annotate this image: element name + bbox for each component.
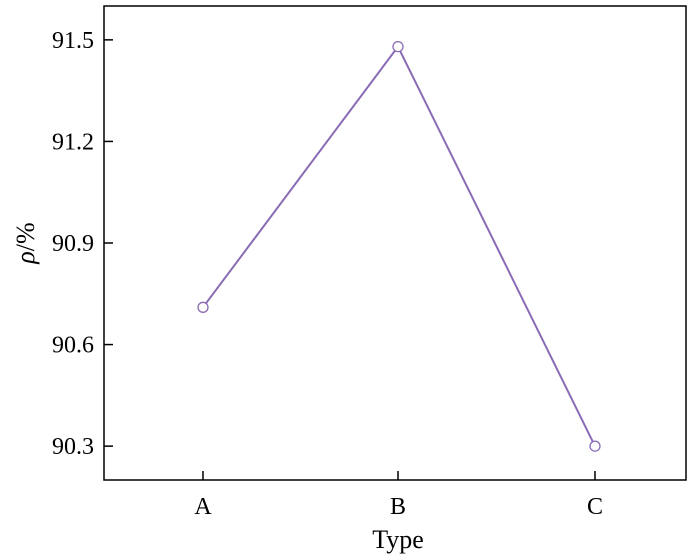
data-point bbox=[197, 301, 209, 313]
y-tick-label: 91.5 bbox=[52, 28, 94, 54]
series-layer bbox=[197, 40, 601, 452]
data-point bbox=[392, 40, 404, 53]
plot-frame bbox=[103, 5, 687, 481]
x-tick-label: C bbox=[587, 494, 603, 520]
x-axis-title: Type bbox=[372, 525, 424, 554]
y-axis-symbol: ρ bbox=[11, 251, 40, 264]
y-tick-label: 90.9 bbox=[52, 231, 94, 257]
x-tick-label: A bbox=[194, 494, 212, 520]
y-axis-ticks: 90.3 90.6 90.9 91.2 91.5 bbox=[52, 28, 113, 460]
x-axis-ticks: A B C bbox=[194, 471, 603, 520]
y-axis-title: ρ/% bbox=[11, 222, 40, 264]
x-tick-label: B bbox=[390, 494, 406, 520]
y-tick-label: 90.3 bbox=[52, 434, 94, 460]
y-tick-label: 91.2 bbox=[52, 129, 94, 155]
y-tick-label: 90.6 bbox=[52, 333, 94, 359]
data-point bbox=[589, 440, 601, 452]
series-line bbox=[202, 44, 596, 447]
y-axis-unit: /% bbox=[11, 222, 40, 251]
